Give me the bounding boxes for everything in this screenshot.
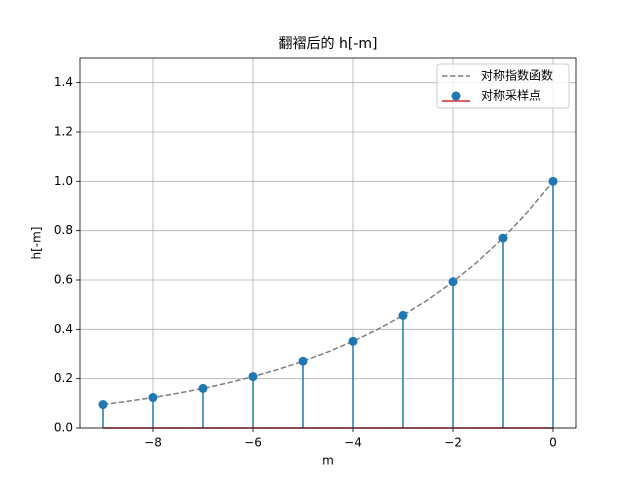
stem-marker xyxy=(448,277,458,287)
y-tick-label: 0.6 xyxy=(54,273,73,287)
y-tick-label: 1.0 xyxy=(54,174,73,188)
stem-marker xyxy=(298,356,308,366)
stem-marker xyxy=(398,310,408,320)
stem-marker xyxy=(548,176,558,186)
stem-marker xyxy=(348,336,358,346)
x-tick-label: 0 xyxy=(549,436,557,450)
y-tick-label: 0.4 xyxy=(54,322,73,336)
legend-swatch xyxy=(451,91,461,101)
y-tick-label: 0.8 xyxy=(54,223,73,237)
y-tick-label: 1.4 xyxy=(54,75,73,89)
plot-frame xyxy=(79,57,577,429)
y-tick-label: 1.2 xyxy=(54,125,73,139)
stem-marker xyxy=(498,233,508,243)
stem-marker xyxy=(98,400,108,410)
legend-box xyxy=(436,63,570,109)
y-tick-label: 0.2 xyxy=(54,371,73,385)
chart-title: 翻褶后的 h[-m] xyxy=(279,36,378,52)
x-tick-label: −6 xyxy=(244,436,262,450)
curve xyxy=(102,180,554,406)
stem-marker xyxy=(198,383,208,393)
x-axis-label: m xyxy=(322,454,334,468)
x-tick-label: −4 xyxy=(344,436,362,450)
legend-label: 对称采样点 xyxy=(481,88,541,103)
x-tick-label: −8 xyxy=(144,436,162,450)
legend-label: 对称指数函数 xyxy=(481,68,553,83)
y-tick-label: 0.0 xyxy=(54,421,73,435)
x-tick-label: −2 xyxy=(444,436,462,450)
stem-marker xyxy=(248,372,258,382)
stem-marker xyxy=(148,393,158,403)
y-axis-label: h[-m] xyxy=(30,227,44,260)
